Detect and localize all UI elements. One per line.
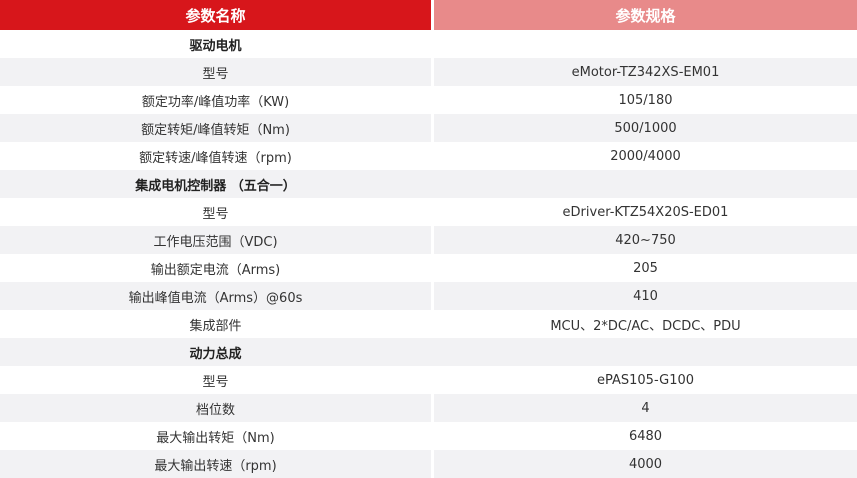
param-value: 4: [434, 394, 857, 422]
param-value: 410: [434, 282, 857, 310]
table-row: 档位数 4: [0, 394, 857, 422]
table-row: 额定转速/峰值转速（rpm) 2000/4000: [0, 142, 857, 170]
param-name: 型号: [202, 374, 229, 390]
param-value: ePAS105-G100: [596, 372, 695, 388]
param-name: 输出峰值电流（Arms）@60s: [0, 282, 431, 310]
param-value: 2000/4000: [610, 148, 681, 164]
param-name: 额定转速/峰值转速（rpm): [139, 150, 292, 166]
table-row: 额定功率/峰值功率（KW) 105/180: [0, 86, 857, 114]
param-name: 工作电压范围（VDC): [0, 226, 431, 254]
table-row: 额定转矩/峰值转矩（Nm) 500/1000: [0, 114, 857, 142]
spec-table-body: 驱动电机 型号 eMotor-TZ342XS-EM01 额定功率/峰值功率（KW) 10…: [0, 30, 857, 478]
param-name: 最大输出转矩（Nm): [156, 430, 275, 446]
table-row: 最大输出转速（rpm) 4000: [0, 450, 857, 478]
section-row: 动力总成: [0, 338, 857, 366]
param-name: 集成电机控制器 （五合一）: [0, 170, 431, 198]
table-row: 型号 ePAS105-G100: [0, 366, 857, 394]
param-name: 档位数: [0, 394, 431, 422]
param-name: 驱动电机: [189, 38, 242, 54]
param-value: 420~750: [434, 226, 857, 254]
param-value: 205: [633, 260, 658, 276]
param-name: 动力总成: [0, 338, 431, 366]
header-param-name: 参数名称: [0, 0, 431, 30]
param-name: 额定功率/峰值功率（KW): [141, 94, 290, 110]
param-value: 4000: [434, 450, 857, 478]
param-value: [431, 30, 857, 58]
section-row: 集成电机控制器 （五合一）: [0, 170, 857, 198]
param-value: eDriver-KTZ54X20S-ED01: [562, 204, 729, 220]
section-row: 驱动电机: [0, 30, 857, 58]
header-param-spec: 参数规格: [434, 0, 857, 30]
param-value: [431, 170, 857, 198]
table-row: 输出峰值电流（Arms）@60s 410: [0, 282, 857, 310]
param-name: 集成部件: [189, 318, 242, 334]
param-name: 额定转矩/峰值转矩（Nm): [0, 114, 431, 142]
param-name: 型号: [0, 58, 431, 86]
table-row: 集成部件 MCU、2*DC/AC、DCDC、PDU: [0, 310, 857, 338]
param-value: 6480: [628, 428, 663, 444]
table-row: 最大输出转矩（Nm) 6480: [0, 422, 857, 450]
param-value: [431, 338, 857, 366]
param-value: eMotor-TZ342XS-EM01: [434, 58, 857, 86]
param-value: 500/1000: [434, 114, 857, 142]
table-row: 型号 eDriver-KTZ54X20S-ED01: [0, 198, 857, 226]
param-name: 型号: [202, 206, 229, 222]
table-row: 输出额定电流（Arms) 205: [0, 254, 857, 282]
param-value: MCU、2*DC/AC、DCDC、PDU: [550, 318, 741, 334]
param-value: 105/180: [618, 92, 673, 108]
table-header: 参数名称 参数规格: [0, 0, 857, 30]
param-name: 最大输出转速（rpm): [0, 450, 431, 478]
table-row: 工作电压范围（VDC) 420~750: [0, 226, 857, 254]
table-row: 型号 eMotor-TZ342XS-EM01: [0, 58, 857, 86]
param-name: 输出额定电流（Arms): [150, 262, 281, 278]
